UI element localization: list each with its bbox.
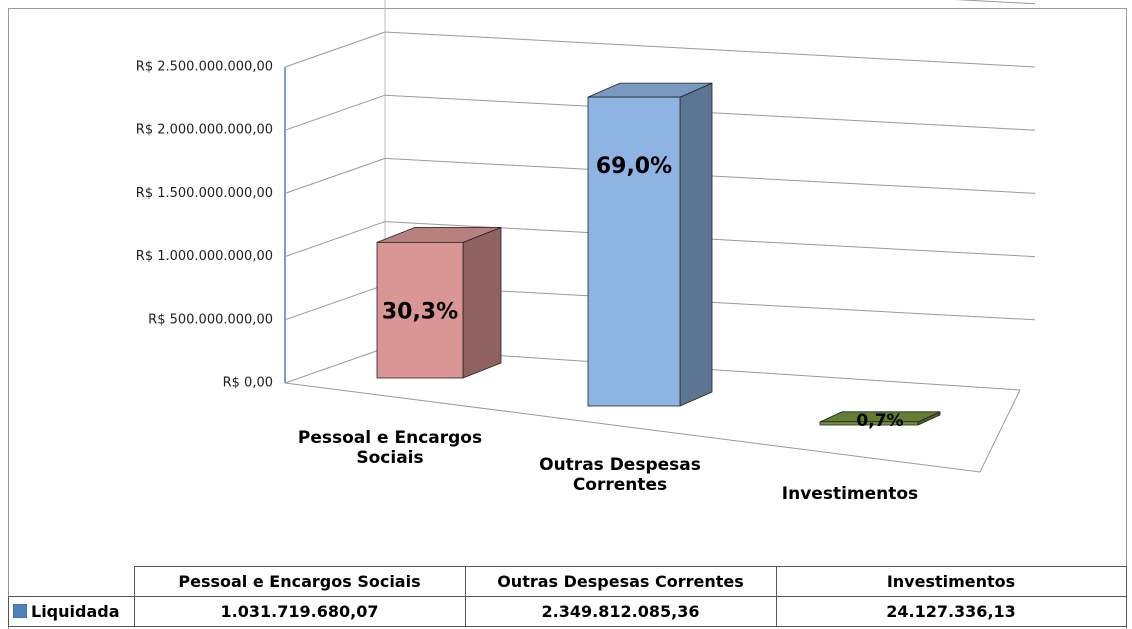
chart: R$ 0,00 R$ 500.000.000,00 R$ 1.000.000.000… <box>136 0 1036 473</box>
value-cell: 24.127.336,13 <box>775 596 1127 627</box>
data-row: Liquidada 1.031.719.680,07 2.349.812.085… <box>8 596 1127 627</box>
bar <box>587 96 681 407</box>
y-tick-label: R$ 1.000.000.000,00 <box>136 249 273 264</box>
corner-cell <box>8 566 135 597</box>
legend-swatch <box>13 604 27 618</box>
legend-cell: Liquidada <box>8 596 135 627</box>
header-row: Pessoal e Encargos Sociais Outras Despes… <box>8 566 1127 597</box>
grid-line <box>284 94 1036 131</box>
header-cell: Outras Despesas Correntes <box>464 566 777 597</box>
value-cell: 1.031.719.680,07 <box>133 596 466 627</box>
y-tick-label: R$ 500.000.000,00 <box>148 312 273 327</box>
data-label: 30,3% <box>382 299 458 324</box>
header-cell: Investimentos <box>775 566 1127 597</box>
data-label: 0,7% <box>856 411 903 431</box>
value-cell: 2.349.812.085,36 <box>464 596 777 627</box>
bar-side <box>679 82 713 407</box>
floor <box>284 347 1021 473</box>
y-tick-label: R$ 0,00 <box>223 376 273 391</box>
x-tick-label: Pessoal e Encargos Sociais <box>297 428 483 468</box>
bar <box>376 241 464 379</box>
y-tick-label: R$ 1.500.000.000,00 <box>136 186 273 201</box>
y-tick-label: R$ 2.000.000.000,00 <box>136 123 273 138</box>
x-tick-label: Investimentos <box>781 484 919 504</box>
legend-label: Liquidada <box>31 602 120 621</box>
data-label: 69,0% <box>596 154 672 179</box>
chart-frame <box>8 8 1127 629</box>
header-cell: Pessoal e Encargos Sociais <box>133 566 466 597</box>
grid-line <box>284 157 1036 194</box>
bar <box>819 421 919 426</box>
y-tick-label: R$ 2.500.000.000,00 <box>136 60 273 75</box>
grid-line <box>284 221 1036 258</box>
back-wall-top <box>955 0 1036 5</box>
bar-side <box>462 226 502 379</box>
x-tick-label: Outras Despesas Correntes <box>539 455 701 495</box>
grid-line <box>284 31 1036 68</box>
data-table: Pessoal e Encargos Sociais Outras Despes… <box>8 566 1127 627</box>
